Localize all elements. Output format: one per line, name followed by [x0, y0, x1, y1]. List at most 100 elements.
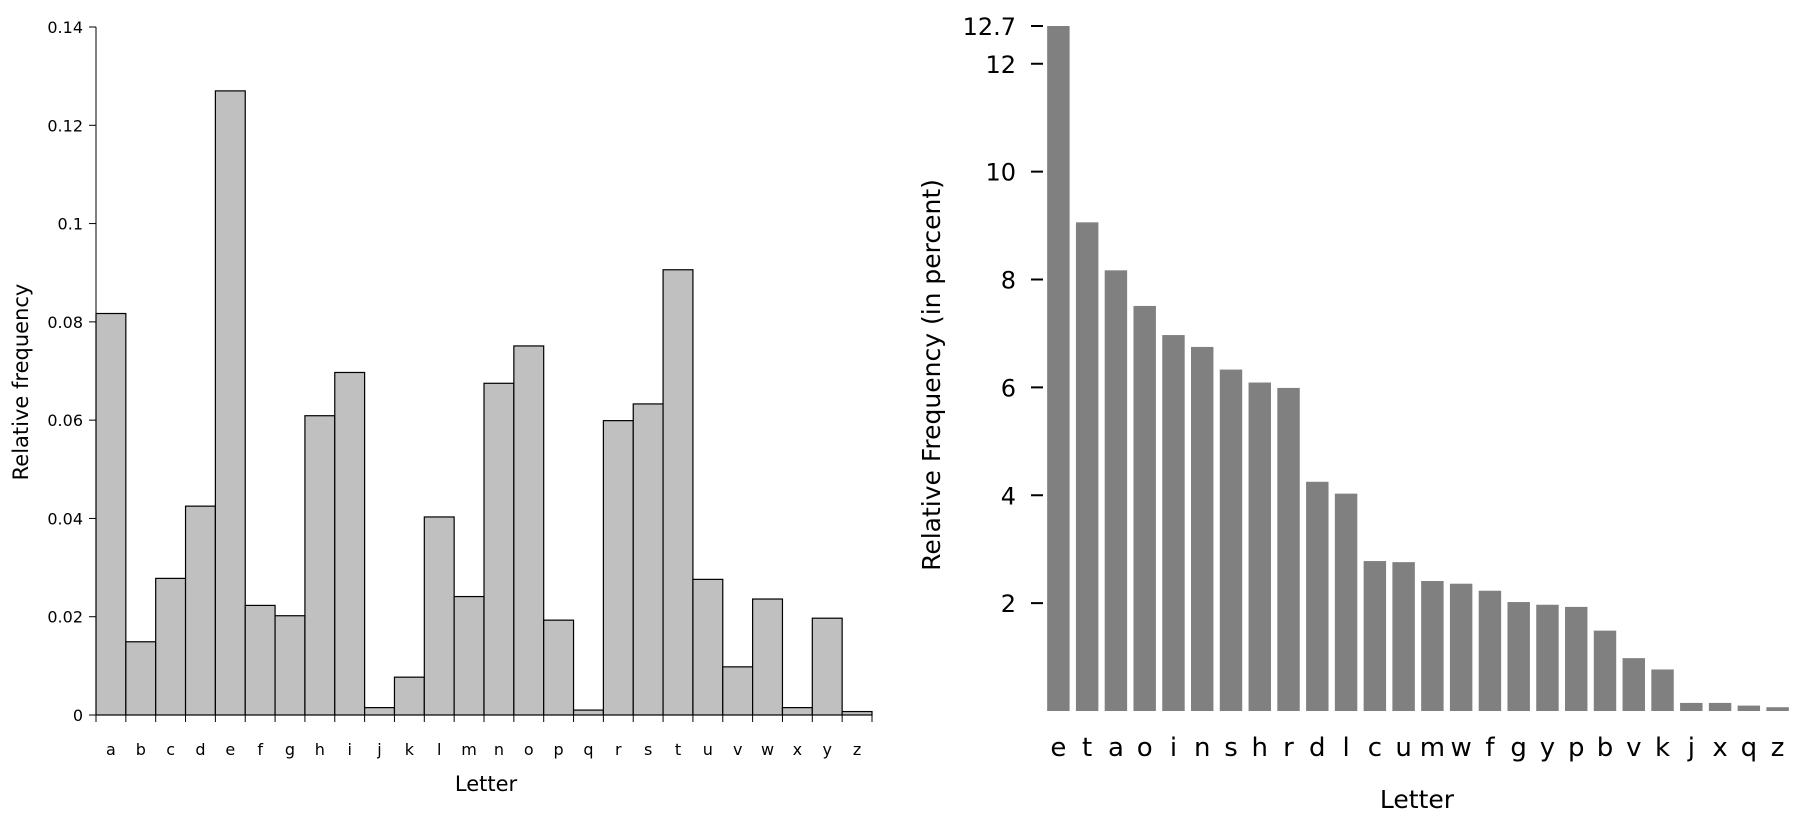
- chart1-xtick-label: j: [376, 740, 381, 759]
- chart2-ylabel: Relative Frequency (in percent): [917, 179, 946, 571]
- chart2-bar-c: [1363, 561, 1387, 711]
- chart1-bar-v: [722, 666, 754, 716]
- chart2-xtick-label: n: [1194, 733, 1210, 763]
- chart2-bar-v: [1622, 658, 1645, 711]
- chart1-bar-w: [752, 598, 784, 716]
- chart1-xtick-label: c: [166, 740, 175, 759]
- chart2-bar-z: [1766, 707, 1789, 711]
- chart2-ytick-label: 4: [1001, 482, 1016, 510]
- chart2-bar-f: [1478, 590, 1502, 711]
- chart2-bar-u: [1392, 562, 1415, 711]
- chart1-xtick-label: i: [347, 740, 351, 759]
- chart2-xtick-label: x: [1712, 733, 1727, 763]
- chart1-bar-o: [513, 345, 545, 716]
- chart2-xtick-label: s: [1224, 733, 1238, 763]
- chart1-bar-z: [841, 710, 873, 716]
- chart2-bar-q: [1737, 705, 1761, 711]
- chart2-xtick-label: i: [1170, 733, 1177, 763]
- chart2-xtick-label: o: [1137, 733, 1153, 763]
- chart2-xtick-label: m: [1420, 733, 1445, 763]
- chart1-xtick-label: z: [853, 740, 861, 759]
- chart1-bar-d: [184, 505, 216, 716]
- chart1-ytick-label: 0: [73, 706, 83, 725]
- chart1-xtick-label: f: [257, 740, 263, 759]
- chart1-xtick-label: s: [644, 740, 652, 759]
- chart2-bar-d: [1306, 481, 1329, 711]
- chart1-xtick-label: v: [733, 740, 742, 759]
- chart1-xtick-label: l: [437, 740, 441, 759]
- chart2-bar-s: [1219, 369, 1243, 711]
- chart1-bar-b: [125, 641, 157, 716]
- chart2-xtick-label: l: [1342, 733, 1349, 763]
- chart1-xtick-label: r: [615, 740, 622, 759]
- chart1-bar-k: [393, 676, 425, 716]
- chart2-xtick-label: q: [1741, 733, 1758, 763]
- chart2-xtick-label: t: [1082, 733, 1092, 763]
- chart2-xtick-label: g: [1510, 733, 1527, 763]
- chart2-bar-j: [1680, 702, 1703, 711]
- chart2-bar-w: [1449, 583, 1473, 711]
- chart1-ytick-label: 0.12: [47, 116, 83, 135]
- chart1-xtick-label: p: [554, 740, 564, 759]
- chart1-xtick-label: k: [405, 740, 415, 759]
- chart1-ytick-label: 0.06: [47, 411, 83, 430]
- chart2-bar-b: [1593, 630, 1617, 711]
- chart1-bar-f: [244, 604, 276, 716]
- chart2-xtick-label: d: [1309, 733, 1326, 763]
- chart2-xtick-label: v: [1626, 733, 1641, 763]
- chart2-xtick-label: k: [1655, 733, 1670, 763]
- chart1-ytick-label: 0.04: [47, 509, 83, 528]
- chart-sorted-frequency: Relative Frequency (in percent) Letter 2…: [917, 13, 1789, 814]
- chart1-xtick-label: t: [675, 740, 681, 759]
- chart1-xtick-label: h: [315, 740, 325, 759]
- chart1-xtick-label: g: [285, 740, 295, 759]
- chart2-bar-y: [1536, 604, 1559, 711]
- chart1-bar-r: [602, 420, 634, 716]
- chart1-bar-i: [334, 371, 366, 716]
- chart2-bar-i: [1162, 335, 1185, 711]
- chart1-bar-e: [214, 90, 246, 716]
- chart2-xtick-label: w: [1451, 733, 1472, 763]
- chart2-xtick-label: u: [1395, 733, 1411, 763]
- chart1-bar-g: [274, 615, 306, 716]
- chart2-ytick-label: 6: [1001, 374, 1016, 402]
- chart1-xtick-label: b: [136, 740, 146, 759]
- chart2-bar-g: [1507, 602, 1530, 711]
- chart1-bar-u: [692, 578, 724, 716]
- chart1-ytick-label: 0.08: [47, 313, 83, 332]
- chart2-bar-t: [1075, 222, 1099, 712]
- chart1-bar-p: [543, 619, 575, 716]
- chart2-xtick-label: r: [1283, 733, 1294, 763]
- chart2-bar-l: [1334, 493, 1358, 711]
- chart1-xlabel: Letter: [455, 772, 518, 796]
- chart2-bar-r: [1277, 387, 1300, 711]
- chart2-xtick-label: h: [1252, 733, 1268, 763]
- chart1-xtick-label: a: [106, 740, 116, 759]
- chart2-bar-x: [1708, 702, 1732, 711]
- chart-alphabetical-frequency: Relative frequency Letter 0 0.02 0.04 0.06 0…: [9, 18, 873, 796]
- chart1-bar-y: [811, 617, 843, 716]
- chart2-xtick-label: z: [1771, 733, 1785, 763]
- chart2-xlabel: Letter: [1380, 785, 1455, 814]
- chart2-xtick-label: y: [1540, 733, 1555, 763]
- chart1-xtick-label: q: [583, 740, 593, 759]
- chart1-bar-m: [453, 595, 485, 716]
- chart1-xtick-label: w: [761, 740, 774, 759]
- chart2-xtick-label: j: [1687, 733, 1695, 763]
- chart2-xtick-label: a: [1108, 733, 1124, 763]
- chart1-xtick-label: o: [524, 740, 534, 759]
- chart2-ytick-label: 12: [985, 51, 1016, 79]
- chart2-bar-m: [1421, 581, 1444, 711]
- chart1-ytick-label: 0.02: [47, 608, 83, 627]
- chart2-xtick-label: b: [1597, 733, 1614, 763]
- chart2-bar-o: [1133, 305, 1156, 711]
- chart1-xtick-label: m: [461, 740, 477, 759]
- chart1-bar-x: [781, 707, 813, 716]
- chart1-ylabel: Relative frequency: [9, 284, 33, 481]
- chart2-bar-p: [1565, 606, 1588, 711]
- chart2-ytick-label: 12.7: [963, 13, 1016, 41]
- chart2-bar-h: [1248, 382, 1271, 711]
- chart2-ytick-label: 2: [1001, 590, 1016, 618]
- chart1-bar-a: [95, 312, 127, 716]
